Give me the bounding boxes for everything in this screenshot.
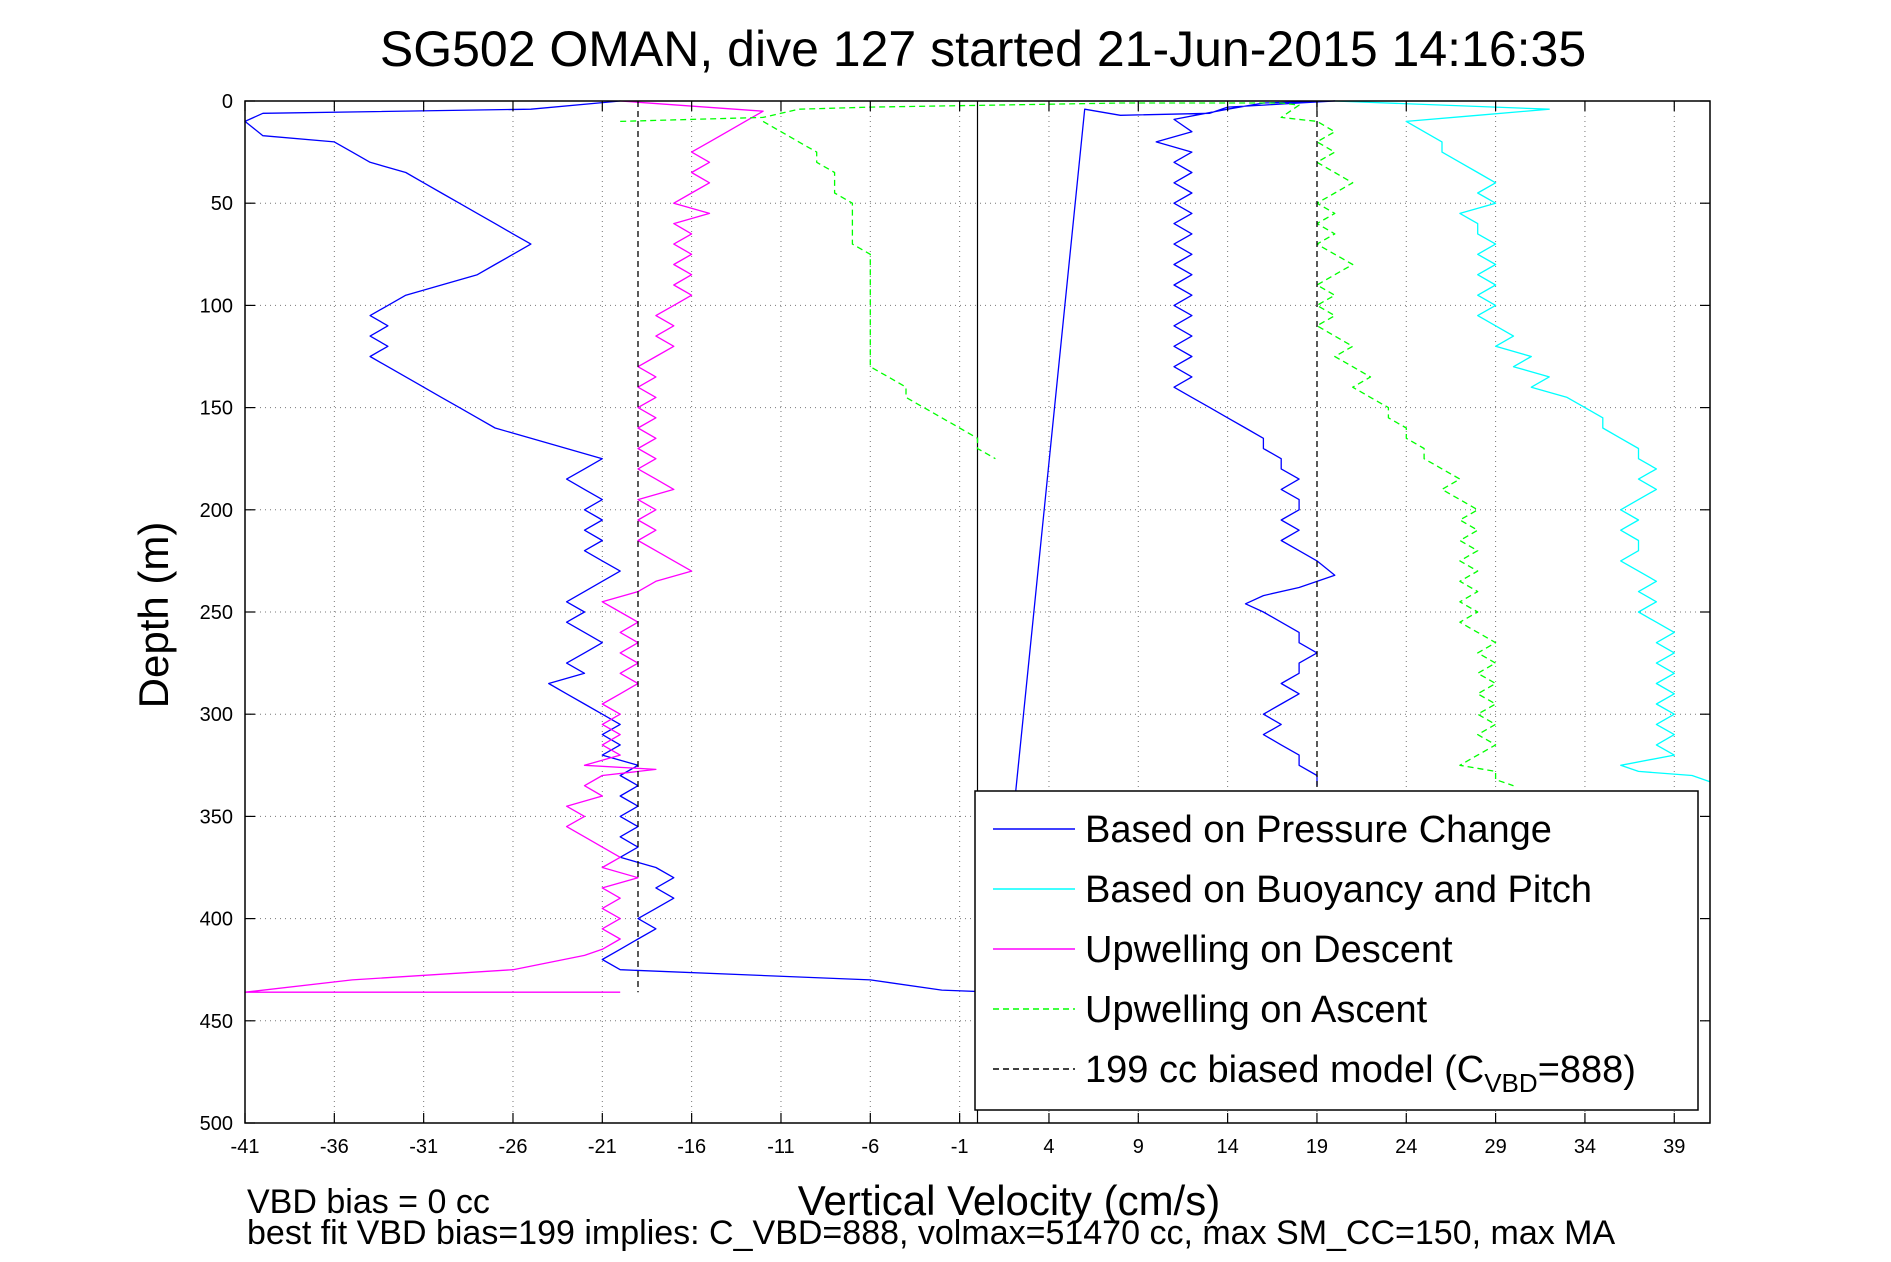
footer-line-1: VBD bias = 0 cc	[247, 1183, 490, 1221]
series-group	[244, 100, 1711, 993]
series-based-on-buoyancy-and-pitch	[1334, 100, 1711, 783]
legend-label: Upwelling on Ascent	[1085, 989, 1428, 1031]
y-tick-label: 350	[200, 806, 233, 828]
y-tick-label: 0	[222, 91, 233, 113]
legend-label: 199 cc biased model (CVBD=888)	[1085, 1049, 1636, 1098]
legend-label-suffix: =888)	[1538, 1049, 1636, 1091]
legend: Based on Pressure Change Based on Buoyanc…	[974, 790, 1699, 1111]
series-based-on-pressure-change	[244, 100, 1336, 993]
series-upwelling-on-ascent	[620, 102, 1514, 787]
x-tick-label: 24	[1395, 1136, 1417, 1158]
x-tick-label: -36	[320, 1136, 349, 1158]
legend-label: Based on Pressure Change	[1085, 809, 1552, 851]
y-axis-label: Depth (m)	[130, 522, 177, 709]
legend-label: Upwelling on Descent	[1085, 929, 1453, 971]
x-tick-label: 29	[1484, 1136, 1506, 1158]
x-tick-label: 39	[1663, 1136, 1685, 1158]
x-tick-label: -16	[677, 1136, 706, 1158]
x-tick-label: -31	[409, 1136, 438, 1158]
series-upwelling-on-ascent	[762, 120, 996, 460]
y-tick-label: 400	[200, 909, 233, 931]
y-tick-label: 150	[200, 398, 233, 420]
x-tick-label: -6	[861, 1136, 879, 1158]
series-upwelling-on-descent	[244, 100, 764, 993]
y-tick-label: 450	[200, 1011, 233, 1033]
legend-label-subscript: VBD	[1484, 1068, 1537, 1098]
y-tick-label: 50	[211, 193, 233, 215]
legend-box	[974, 790, 1699, 1111]
legend-label-prefix: 199 cc biased model (C	[1085, 1049, 1484, 1091]
x-tick-label: -26	[499, 1136, 528, 1158]
footer-line-2: best fit VBD bias=199 implies: C_VBD=888…	[247, 1214, 1616, 1252]
x-tick-label: -21	[588, 1136, 617, 1158]
x-tick-label: -11	[767, 1136, 794, 1158]
x-axis-label: Vertical Velocity (cm/s)	[798, 1177, 1220, 1224]
x-axis-ticks: -41 -36 -31 -26 -21 -16 -11 -6 -1 4 9 14 19 24 29 34 39	[231, 101, 1685, 1158]
x-tick-label: 9	[1133, 1136, 1144, 1158]
x-tick-label: -41	[231, 1136, 260, 1158]
y-tick-label: 500	[200, 1113, 233, 1135]
y-tick-label: 300	[200, 704, 233, 726]
y-axis-ticks: 0 50 100 150 200 250 300 350 400 450 500	[200, 91, 1710, 1135]
y-tick-label: 200	[200, 500, 233, 522]
chart-title: SG502 OMAN, dive 127 started 21-Jun-2015…	[380, 21, 1586, 77]
x-tick-label: 14	[1216, 1136, 1238, 1158]
x-tick-label: 19	[1306, 1136, 1328, 1158]
x-tick-label: -1	[951, 1136, 969, 1158]
x-tick-label: 34	[1574, 1136, 1596, 1158]
y-tick-label: 100	[200, 295, 233, 317]
legend-label: Based on Buoyancy and Pitch	[1085, 869, 1592, 911]
y-tick-label: 250	[200, 602, 233, 624]
x-tick-label: 4	[1043, 1136, 1054, 1158]
